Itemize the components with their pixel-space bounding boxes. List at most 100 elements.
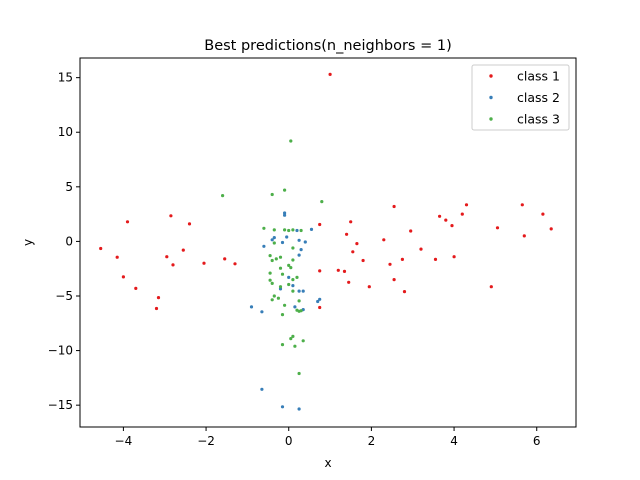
data-point [280,272,285,276]
data-point [291,258,295,262]
data-point [316,299,320,304]
data-point [320,200,324,204]
data-point [260,387,264,391]
data-point [280,240,285,245]
data-point [262,226,266,230]
data-point [318,269,322,273]
x-tick-label: 2 [368,434,376,448]
data-point [280,343,285,347]
data-point [361,258,365,263]
data-point [270,298,274,302]
data-point [223,257,227,261]
data-point [283,188,287,192]
data-point [291,228,295,232]
series-3 [221,139,324,376]
data-point [541,212,545,216]
legend-label: class 1 [517,69,560,84]
data-point [285,235,289,239]
data-point [171,263,175,267]
x-tick-label: −2 [197,434,215,448]
data-point [309,227,314,231]
data-point [289,139,293,143]
data-point [268,271,272,275]
data-point [318,222,322,227]
data-point [347,280,351,284]
data-point [169,214,173,218]
data-point [272,294,276,298]
data-point [291,284,295,288]
data-point [297,289,301,293]
data-point [444,218,448,222]
legend-label: class 3 [517,112,560,127]
data-point [283,303,287,307]
y-tick-label: −15 [48,398,73,412]
data-point [283,211,287,215]
data-point [187,222,192,226]
x-axis-label: x [324,456,331,470]
data-point [233,262,237,266]
data-point [283,228,287,232]
data-point [433,257,438,261]
data-point [278,287,283,291]
data-point [355,242,359,246]
data-point [115,255,119,259]
data-point [272,236,276,240]
data-point [388,262,392,266]
data-point [270,281,274,285]
data-point [221,194,225,198]
x-tick-label: 6 [533,434,541,448]
points-layer [99,72,553,411]
data-point [99,246,103,251]
y-tick-label: 5 [65,180,73,194]
legend-box [471,64,570,131]
data-point [297,371,301,376]
data-point [301,339,305,343]
data-point [270,258,274,263]
legend-marker [489,95,493,100]
data-point [272,241,276,245]
data-point [278,255,283,259]
data-point [297,238,301,242]
data-point [165,255,169,259]
y-tick-label: 10 [58,125,73,139]
data-point [181,248,185,252]
data-point [318,297,322,301]
data-point [520,203,524,207]
data-point [351,250,355,254]
data-point [268,254,272,258]
data-point [287,228,291,233]
data-point [291,246,295,250]
data-point [297,407,301,411]
x-tick-label: −4 [115,434,133,448]
y-tick-label: −5 [55,289,73,303]
data-point [419,247,423,251]
data-point [299,248,303,252]
y-tick-label: 0 [65,234,73,248]
data-point [367,285,371,289]
data-point [274,257,278,261]
data-point [522,234,526,238]
data-point [262,244,266,248]
data-point [297,299,301,303]
data-point [278,285,283,289]
data-point [299,309,303,313]
chart-title: Best predictions(n_neighbors = 1) [204,38,452,54]
data-point [318,305,322,310]
data-point [392,278,396,282]
data-point [336,268,340,272]
data-point [297,253,301,257]
legend-marker [489,117,493,121]
legend-label: class 2 [517,90,560,105]
data-point [276,296,280,300]
data-point [345,232,349,236]
data-point [154,306,159,311]
data-point [291,334,295,338]
data-point [460,212,464,216]
data-point [249,305,254,309]
data-point [287,263,291,267]
data-point [409,229,413,233]
data-point [464,203,469,207]
data-point [402,290,407,294]
data-point [295,228,299,233]
data-point [301,289,305,293]
